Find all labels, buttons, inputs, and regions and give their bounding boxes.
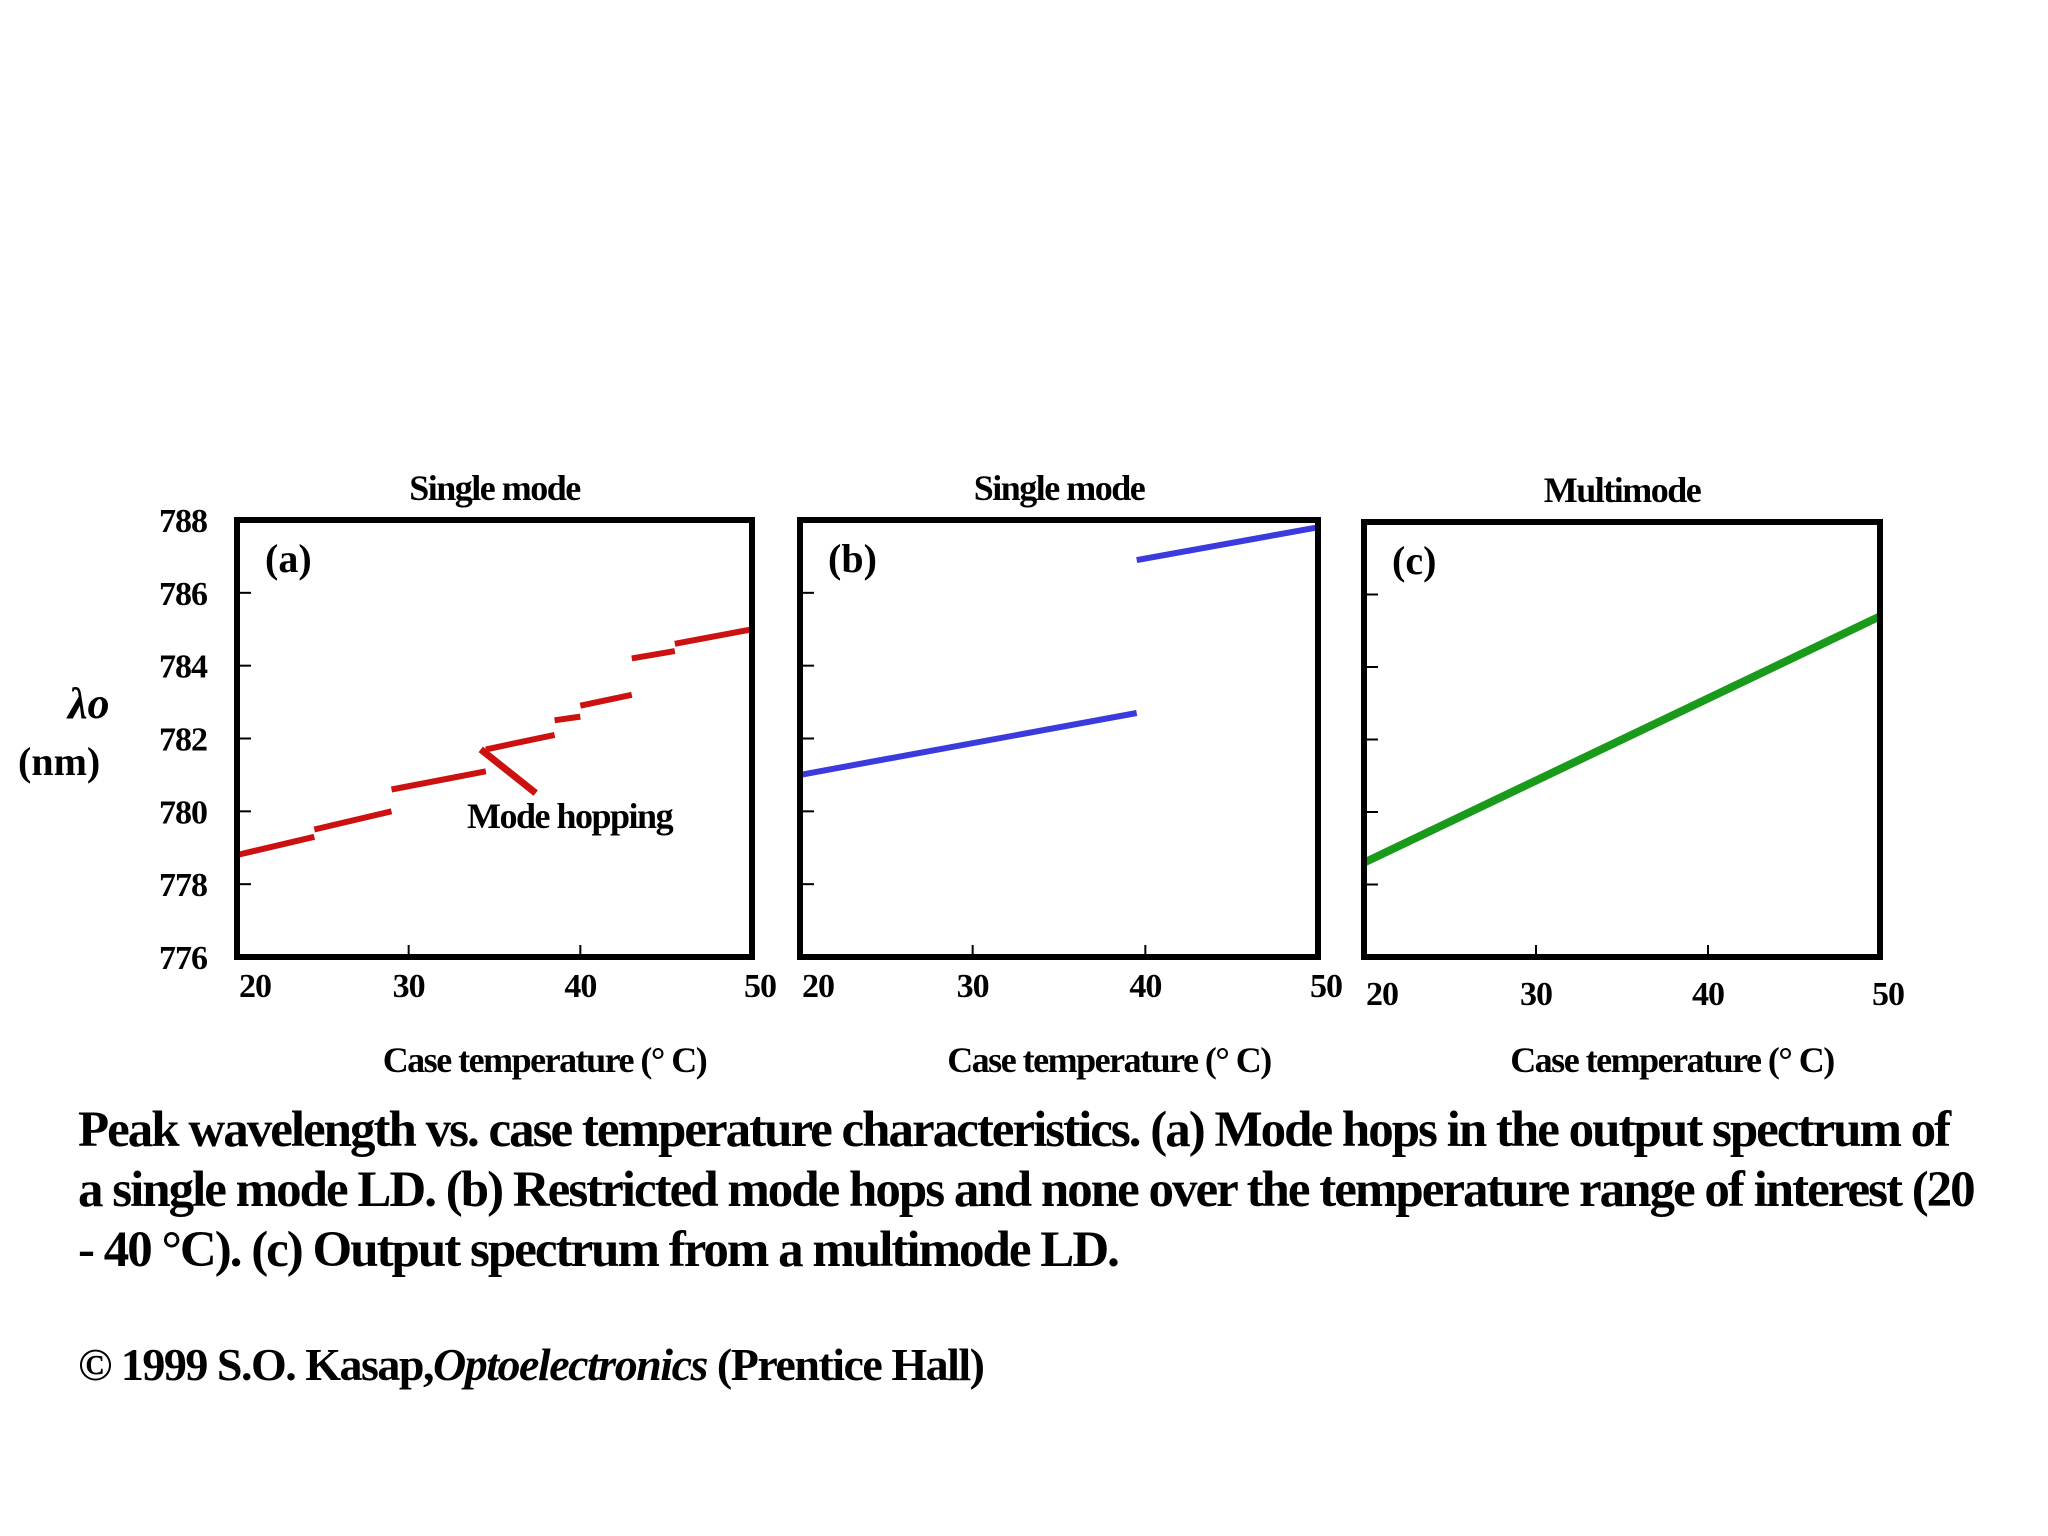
x-tick-label: 30	[393, 968, 425, 1005]
x-tick-label: 20	[802, 968, 834, 1005]
series-segment-1	[799, 710, 1138, 778]
figure: λo (nm) Single mode 776 778 780 782 784 786 788…	[18, 468, 1905, 1080]
series-segment-2	[1136, 524, 1319, 564]
series-segment-7	[631, 648, 676, 662]
series-line	[1362, 612, 1882, 867]
annotation-label: Mode hopping	[467, 796, 674, 836]
x-tick-label: 20	[1366, 976, 1398, 1013]
x-tick-label: 30	[1520, 976, 1552, 1013]
series-segment-5	[554, 713, 581, 724]
y-tick-label: 782	[159, 722, 207, 759]
y-tick-label: 778	[159, 867, 207, 904]
plot-frame	[234, 517, 755, 960]
series-segment-1	[236, 833, 315, 858]
series-segment-8	[674, 626, 753, 647]
x-tick-label: 40	[564, 968, 596, 1005]
mode-hopping-arrow	[478, 746, 538, 796]
copyright-suffix: (Prentice Hall)	[706, 1339, 985, 1390]
chart-panel-c: Multimode 20 30 40 50 (c) Case temperature (° …	[1361, 470, 1905, 1080]
y-tick-label: 786	[159, 576, 207, 613]
copyright-prefix: © 1999 S.O. Kasap,	[78, 1339, 435, 1390]
x-tick-label: 40	[1692, 976, 1724, 1013]
x-tick-label: 50	[1872, 976, 1904, 1013]
copyright-book: Optoelectronics	[433, 1339, 708, 1390]
x-axis-label: Case temperature (° C)	[1510, 1040, 1834, 1080]
y-tick-label: 776	[159, 940, 207, 977]
panel-title: Single mode	[974, 468, 1146, 508]
panel-title: Multimode	[1544, 470, 1702, 510]
figure-caption: Peak wavelength vs. case temperature cha…	[78, 1102, 1976, 1278]
plot-frame	[797, 517, 1321, 960]
plot-frame	[1361, 519, 1883, 960]
chart-panels: Single mode 776 778 780 782 784 786 788 20 30 40 50…	[159, 468, 1905, 1080]
series-segment-6	[579, 691, 633, 709]
x-axis-label: Case temperature (° C)	[947, 1040, 1271, 1080]
x-axis-label: Case temperature (° C)	[383, 1040, 707, 1080]
series-segment-3	[390, 768, 487, 793]
series-segment-2	[313, 808, 393, 833]
chart-panel-a: Single mode 776 778 780 782 784 786 788 20 30 40 50…	[159, 468, 777, 1080]
y-tick-label: 784	[159, 649, 208, 686]
panel-label: (c)	[1392, 538, 1436, 583]
x-tick-label: 50	[744, 968, 776, 1005]
y-axis-symbol: λo	[66, 679, 110, 728]
chart-panel-b: Single mode 20 30 40 50 (b) Case temperature (…	[797, 468, 1343, 1080]
x-tick-label: 40	[1129, 968, 1161, 1005]
panel-label: (a)	[265, 536, 312, 581]
panel-label: (b)	[828, 536, 877, 581]
series-segment-4	[485, 731, 556, 753]
copyright-line: © 1999 S.O. Kasap,Optoelectronics (Prent…	[78, 1338, 985, 1391]
x-tick-label: 30	[957, 968, 989, 1005]
x-tick-label: 20	[239, 968, 271, 1005]
y-tick-label: 780	[159, 794, 207, 831]
y-tick-label: 788	[159, 503, 207, 540]
panel-title: Single mode	[409, 468, 581, 508]
x-tick-label: 50	[1310, 968, 1342, 1005]
y-axis-unit: (nm)	[18, 739, 100, 784]
